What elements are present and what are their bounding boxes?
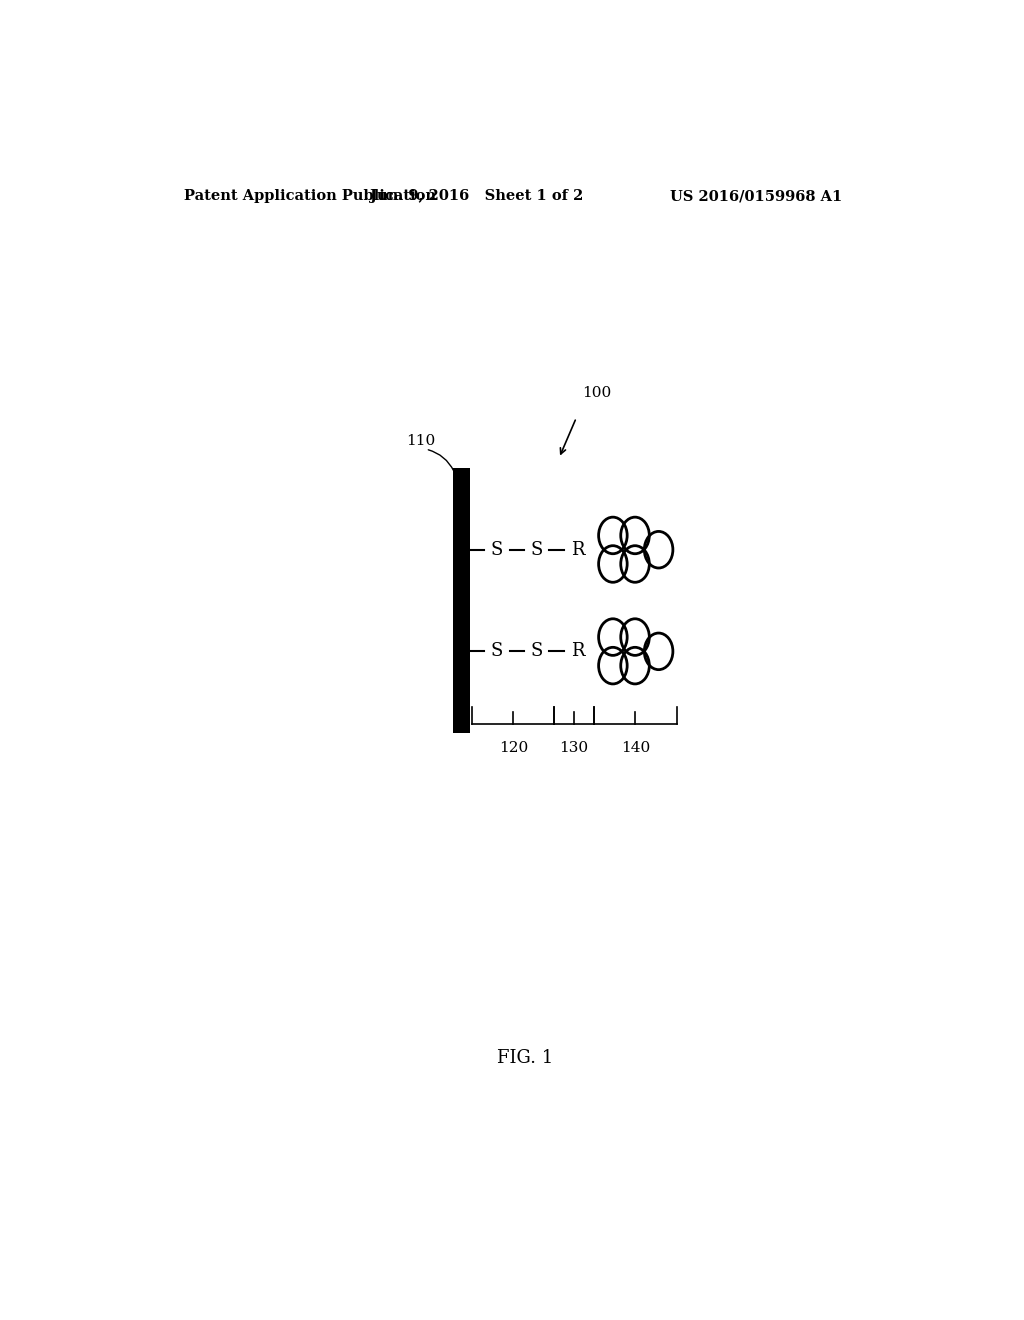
Text: S: S bbox=[490, 541, 503, 558]
Text: S: S bbox=[530, 541, 543, 558]
Text: 140: 140 bbox=[621, 741, 650, 755]
Text: 120: 120 bbox=[499, 741, 528, 755]
Text: R: R bbox=[571, 541, 585, 558]
Text: Jun. 9, 2016   Sheet 1 of 2: Jun. 9, 2016 Sheet 1 of 2 bbox=[371, 189, 584, 203]
Text: S: S bbox=[530, 643, 543, 660]
Text: 130: 130 bbox=[559, 741, 589, 755]
Text: R: R bbox=[571, 643, 585, 660]
Text: S: S bbox=[490, 643, 503, 660]
Text: FIG. 1: FIG. 1 bbox=[497, 1049, 553, 1067]
Text: US 2016/0159968 A1: US 2016/0159968 A1 bbox=[670, 189, 842, 203]
Text: 110: 110 bbox=[406, 434, 435, 447]
Text: Patent Application Publication: Patent Application Publication bbox=[183, 189, 435, 203]
Bar bbox=[453, 469, 470, 733]
Text: 100: 100 bbox=[582, 387, 611, 400]
